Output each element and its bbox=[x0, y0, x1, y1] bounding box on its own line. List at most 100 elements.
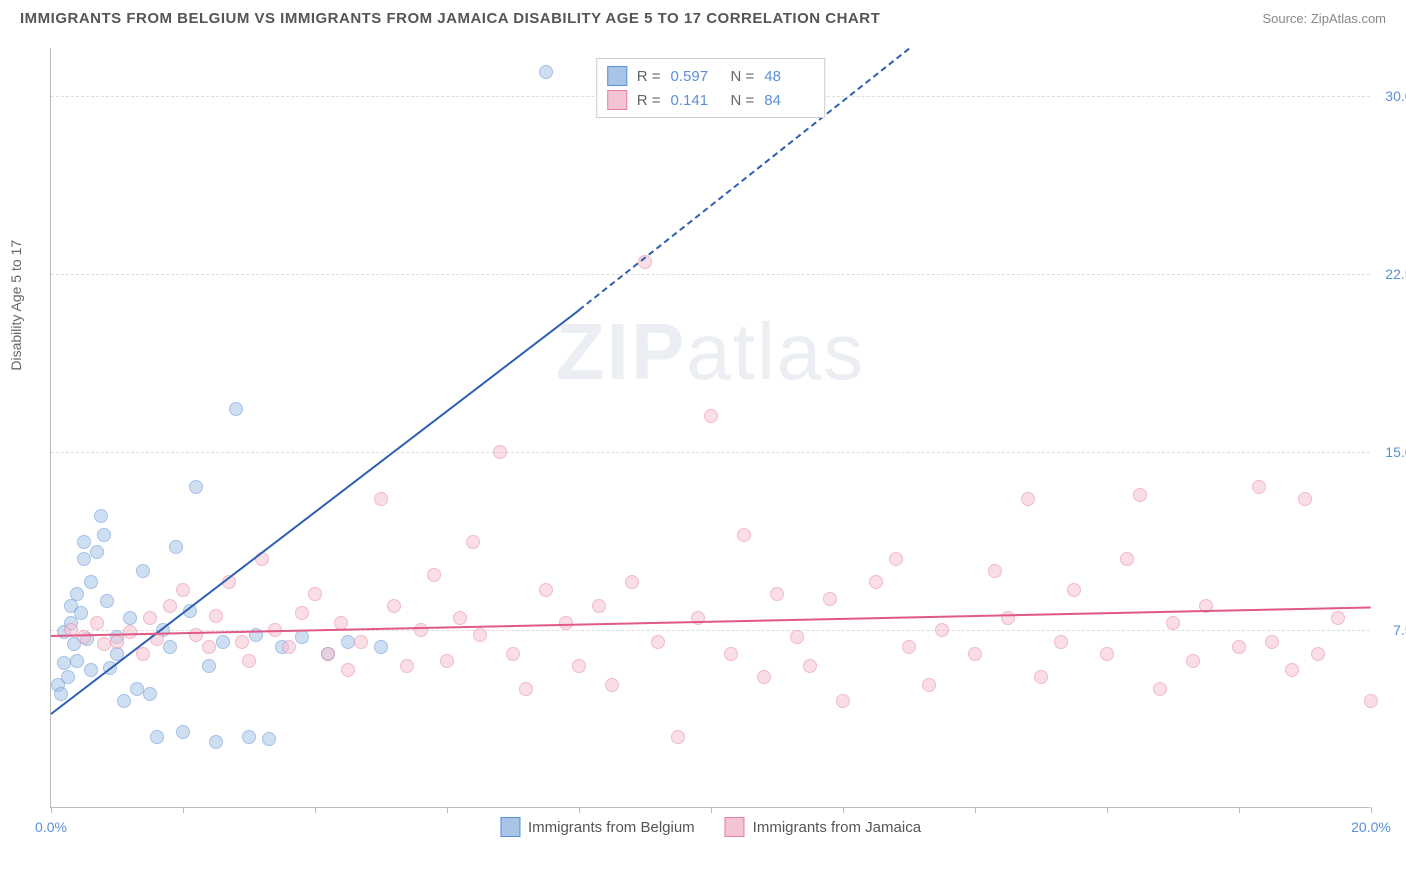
trend-line bbox=[50, 309, 579, 714]
data-point bbox=[84, 575, 98, 589]
x-tick bbox=[315, 807, 316, 813]
data-point bbox=[209, 735, 223, 749]
source-label: Source: ZipAtlas.com bbox=[1262, 11, 1386, 26]
data-point bbox=[110, 635, 124, 649]
x-tick bbox=[711, 807, 712, 813]
data-point bbox=[117, 694, 131, 708]
data-point bbox=[84, 663, 98, 677]
data-point bbox=[1285, 663, 1299, 677]
data-point bbox=[341, 635, 355, 649]
x-tick bbox=[447, 807, 448, 813]
x-tick bbox=[1371, 807, 1372, 813]
data-point bbox=[242, 654, 256, 668]
data-point bbox=[836, 694, 850, 708]
legend-n-value: 48 bbox=[764, 68, 814, 85]
data-point bbox=[539, 583, 553, 597]
data-point bbox=[1265, 635, 1279, 649]
data-point bbox=[473, 628, 487, 642]
legend-r-value: 0.597 bbox=[671, 68, 721, 85]
data-point bbox=[572, 659, 586, 673]
data-point bbox=[790, 630, 804, 644]
data-point bbox=[1120, 552, 1134, 566]
y-axis-label: Disability Age 5 to 17 bbox=[8, 239, 24, 370]
data-point bbox=[229, 402, 243, 416]
data-point bbox=[493, 445, 507, 459]
data-point bbox=[440, 654, 454, 668]
data-point bbox=[625, 575, 639, 589]
data-point bbox=[1298, 492, 1312, 506]
legend-swatch bbox=[725, 817, 745, 837]
data-point bbox=[341, 663, 355, 677]
legend-row: R =0.141N =84 bbox=[607, 88, 815, 112]
data-point bbox=[453, 611, 467, 625]
data-point bbox=[70, 587, 84, 601]
data-point bbox=[136, 564, 150, 578]
data-point bbox=[902, 640, 916, 654]
data-point bbox=[724, 647, 738, 661]
x-tick bbox=[183, 807, 184, 813]
data-point bbox=[1331, 611, 1345, 625]
watermark-prefix: ZIP bbox=[556, 307, 686, 396]
legend-n-label: N = bbox=[731, 92, 755, 109]
data-point bbox=[671, 730, 685, 744]
data-point bbox=[1054, 635, 1068, 649]
legend-r-label: R = bbox=[637, 92, 661, 109]
data-point bbox=[90, 616, 104, 630]
correlation-legend: R =0.597N =48R =0.141N =84 bbox=[596, 58, 826, 118]
x-tick bbox=[1239, 807, 1240, 813]
data-point bbox=[803, 659, 817, 673]
data-point bbox=[968, 647, 982, 661]
data-point bbox=[519, 682, 533, 696]
data-point bbox=[1021, 492, 1035, 506]
data-point bbox=[308, 587, 322, 601]
data-point bbox=[176, 725, 190, 739]
gridline bbox=[51, 274, 1370, 275]
data-point bbox=[97, 528, 111, 542]
data-point bbox=[1153, 682, 1167, 696]
legend-item: Immigrants from Jamaica bbox=[725, 817, 921, 837]
data-point bbox=[90, 545, 104, 559]
data-point bbox=[74, 606, 88, 620]
data-point bbox=[1067, 583, 1081, 597]
data-point bbox=[354, 635, 368, 649]
data-point bbox=[1133, 488, 1147, 502]
data-point bbox=[176, 583, 190, 597]
data-point bbox=[506, 647, 520, 661]
gridline bbox=[51, 452, 1370, 453]
data-point bbox=[704, 409, 718, 423]
data-point bbox=[374, 640, 388, 654]
y-tick-label: 22.5% bbox=[1375, 266, 1406, 282]
data-point bbox=[737, 528, 751, 542]
data-point bbox=[123, 611, 137, 625]
data-point bbox=[466, 535, 480, 549]
y-tick-label: 15.0% bbox=[1375, 444, 1406, 460]
legend-item: Immigrants from Belgium bbox=[500, 817, 695, 837]
watermark-suffix: atlas bbox=[686, 307, 865, 396]
data-point bbox=[321, 647, 335, 661]
data-point bbox=[163, 599, 177, 613]
data-point bbox=[1311, 647, 1325, 661]
series-legend: Immigrants from Belgium Immigrants from J… bbox=[500, 817, 921, 837]
data-point bbox=[823, 592, 837, 606]
data-point bbox=[935, 623, 949, 637]
data-point bbox=[130, 682, 144, 696]
data-point bbox=[770, 587, 784, 601]
data-point bbox=[400, 659, 414, 673]
data-point bbox=[1100, 647, 1114, 661]
legend-r-label: R = bbox=[637, 68, 661, 85]
legend-n-value: 84 bbox=[764, 92, 814, 109]
x-tick bbox=[51, 807, 52, 813]
legend-n-label: N = bbox=[731, 68, 755, 85]
data-point bbox=[216, 635, 230, 649]
data-point bbox=[869, 575, 883, 589]
data-point bbox=[1001, 611, 1015, 625]
data-point bbox=[414, 623, 428, 637]
legend-row: R = 0.597 N = 48 bbox=[607, 64, 815, 88]
data-point bbox=[374, 492, 388, 506]
data-point bbox=[100, 594, 114, 608]
data-point bbox=[295, 630, 309, 644]
y-tick-label: 30.0% bbox=[1375, 88, 1406, 104]
x-tick bbox=[1107, 807, 1108, 813]
data-point bbox=[262, 732, 276, 746]
data-point bbox=[988, 564, 1002, 578]
